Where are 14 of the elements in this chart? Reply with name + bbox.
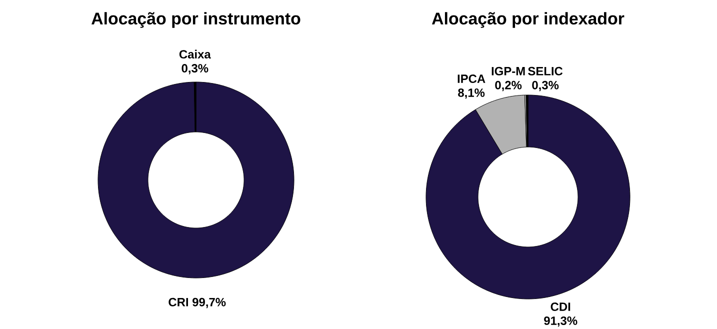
data-label: 0,3% [532, 80, 559, 92]
chart-title: Alocação por indexador [432, 12, 624, 28]
data-label: 8,1% [458, 88, 485, 99]
slice-label: IPCA [458, 74, 486, 83]
slice-label: IGP-M [492, 66, 525, 76]
data-label: 0,2% [495, 80, 522, 92]
slice-label: CRI [168, 298, 188, 306]
data-label: 0,3% [182, 64, 208, 74]
chart-title: Alocação por instrumento [91, 12, 300, 28]
data-label: 91,3% [544, 316, 578, 327]
slice-label: Caixa [179, 50, 211, 59]
data-label: 99,7% [192, 298, 226, 308]
slice-label: CDI [550, 302, 570, 311]
slice-label: SELIC [528, 66, 563, 76]
